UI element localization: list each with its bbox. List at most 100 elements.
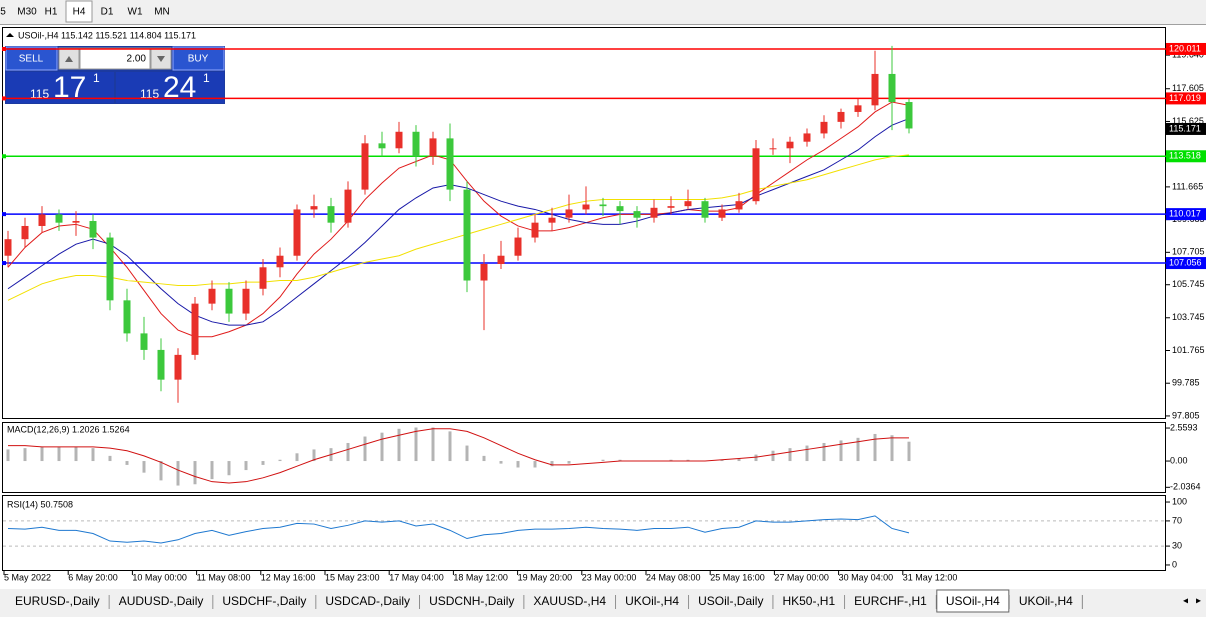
tab[interactable] (213, 592, 316, 611)
candle-body (293, 209, 301, 256)
y-tick-label: 115.625 (1172, 116, 1204, 126)
macd-signal (8, 428, 909, 484)
tab[interactable] (316, 592, 420, 611)
tab[interactable] (845, 592, 936, 611)
macd-bar (737, 458, 741, 462)
tab-label[interactable]: UKOil-,H4 (1019, 594, 1073, 608)
buy-label: BUY (188, 54, 209, 65)
macd-bar (890, 435, 894, 462)
level-marker (2, 96, 6, 101)
candle-body (361, 143, 369, 190)
rsi-line (7, 515, 910, 544)
candle-body (701, 201, 709, 218)
x-tick-label: 24 May 08:00 (646, 572, 701, 582)
tab-label[interactable]: XAUUSD-,H4 (533, 594, 606, 608)
macd-bar (839, 440, 843, 462)
sell-button[interactable] (5, 46, 58, 71)
timeframe-button[interactable]: D1 (101, 7, 114, 18)
tab-label[interactable]: USDCNH-,Daily (429, 594, 514, 608)
timeframe-button[interactable]: MN (154, 7, 170, 18)
macd-bar (108, 455, 112, 462)
macd-bar (822, 442, 826, 462)
timeframe-button[interactable]: W1 (128, 7, 143, 18)
timeframe-button[interactable]: 5 (0, 7, 6, 18)
macd-bar (23, 448, 27, 462)
x-tick-label: 12 May 16:00 (261, 572, 316, 582)
candle-body (718, 209, 726, 218)
candle-body (21, 225, 29, 240)
level-label: 120.011 (1169, 43, 1201, 53)
tab-scroll-left[interactable]: ◂ (1183, 596, 1188, 607)
tab-label[interactable]: USDCHF-,Daily (222, 594, 306, 608)
tab-label[interactable]: USOil-,H4 (946, 594, 1000, 608)
tab[interactable] (109, 592, 213, 611)
macd-bar (159, 461, 163, 481)
tab[interactable] (1009, 592, 1082, 611)
macd-bar (618, 459, 622, 462)
y-tick-label: 97.805 (1172, 410, 1200, 420)
tab-scroll-right[interactable]: ▸ (1196, 596, 1201, 607)
candle-body (106, 237, 114, 301)
timeframe-button[interactable]: H1 (45, 7, 58, 18)
y-tick-label: 99.785 (1172, 378, 1200, 388)
macd-bar (482, 455, 486, 462)
macd-bar (312, 449, 316, 462)
volume-input[interactable] (79, 47, 151, 70)
sell-price-sup: 1 (93, 71, 100, 85)
rsi-panel (2, 495, 1166, 571)
tab-label[interactable]: USOil-,Daily (698, 594, 763, 608)
level-label-bg (1166, 42, 1206, 55)
y-tick-label: 117.605 (1172, 83, 1204, 93)
macd-bar (91, 448, 95, 462)
candle-body (395, 131, 403, 149)
timeframe-button[interactable]: M30 (17, 7, 37, 18)
tab[interactable] (6, 592, 109, 611)
tab[interactable] (420, 592, 524, 611)
tab-label[interactable]: UKOil-,H4 (625, 594, 679, 608)
tab-label[interactable]: AUDUSD-,Daily (119, 594, 204, 608)
y-tick-label: 103.745 (1172, 312, 1205, 322)
tab[interactable] (616, 592, 689, 611)
macd-bar (788, 448, 792, 462)
candle-body (786, 141, 794, 149)
x-tick-label: 5 May 2022 (4, 572, 51, 582)
candle-body (616, 206, 624, 212)
tab[interactable] (524, 592, 616, 611)
tab[interactable] (689, 592, 773, 611)
x-tick-label: 23 May 00:00 (582, 572, 637, 582)
macd-bar (40, 446, 44, 462)
main-panel (2, 27, 1166, 419)
level-label: 117.019 (1169, 93, 1201, 103)
macd-bar (601, 459, 605, 462)
x-tick-label: 30 May 04:00 (839, 572, 894, 582)
tab-label[interactable]: EURUSD-,Daily (15, 594, 100, 608)
sell-label: SELL (19, 54, 44, 65)
collapse-icon[interactable] (6, 33, 14, 37)
macd-bar (244, 461, 248, 471)
y-tick-label: 30 (1172, 540, 1182, 550)
macd-bar (346, 442, 350, 462)
level-label-bg (1166, 257, 1206, 270)
macd-bar (465, 445, 469, 462)
level-label-bg (1166, 92, 1206, 105)
tab[interactable] (773, 592, 845, 611)
candle-body (157, 349, 165, 380)
tab-label[interactable]: USDCAD-,Daily (325, 594, 410, 608)
buy-button[interactable] (172, 46, 225, 71)
level-label-bg (1166, 150, 1206, 163)
timeframe-button[interactable]: H4 (73, 7, 86, 18)
candle-body (769, 148, 777, 150)
candle-body (633, 211, 641, 218)
candle-body (667, 206, 675, 208)
macd-bar (278, 459, 282, 462)
candle-body (378, 143, 386, 149)
candle-body (548, 217, 556, 223)
arrow-icon (65, 56, 73, 62)
tab-label[interactable]: EURCHF-,H1 (854, 594, 927, 608)
macd-bar (397, 428, 401, 462)
tab-label[interactable]: HK50-,H1 (782, 594, 835, 608)
macd-bar (873, 433, 877, 462)
candle-body (412, 131, 420, 157)
candle-body (344, 189, 352, 223)
timeframe-active (65, 0, 93, 23)
